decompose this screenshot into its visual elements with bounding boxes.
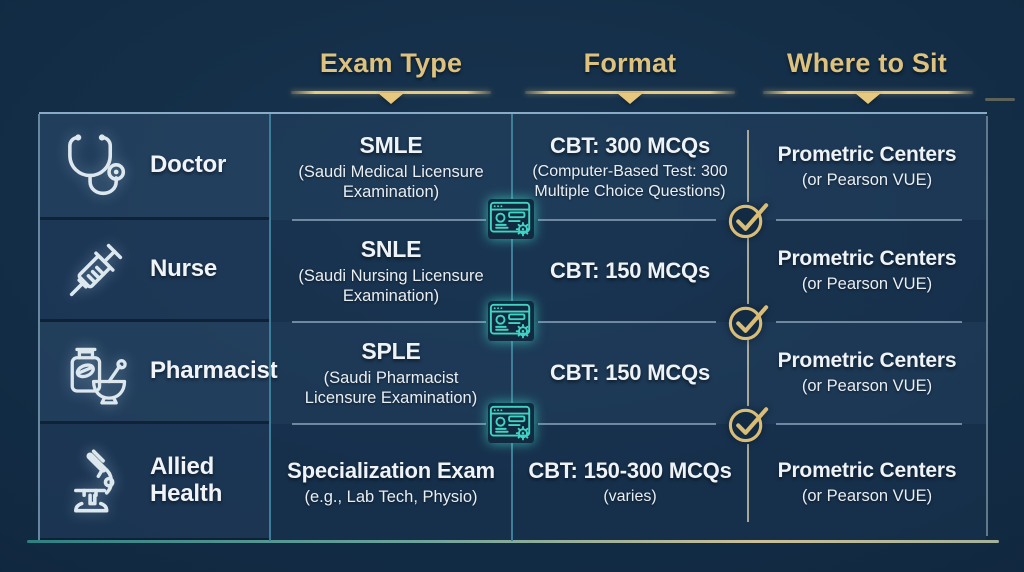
profession-label: Doctor: [150, 151, 227, 179]
location-main: Prometric Centers: [777, 247, 957, 271]
header-pointer-triangle: [378, 93, 404, 104]
exam-full-name: (e.g., Lab Tech, Physio): [304, 487, 478, 506]
exam-code: Specialization Exam: [287, 457, 495, 483]
location-main: Prometric Centers: [777, 458, 957, 482]
header-underline: [525, 91, 735, 104]
column-header-exam-type: Exam Type: [270, 48, 512, 112]
exam-full-name: (Saudi Pharmacist Licensure Examination): [304, 368, 478, 407]
exam-type-cell: SNLE (Saudi Nursing Licensure Examinatio…: [270, 220, 512, 322]
profession-label: Allied Health: [150, 453, 223, 507]
exam-type-cell: Specialization Exam (e.g., Lab Tech, Phy…: [270, 424, 512, 541]
checkmark-icon: [726, 298, 771, 343]
format-detail: (varies): [603, 488, 657, 506]
column-divider-segment: [747, 238, 749, 304]
location-alt: (or Pearson VUE): [801, 275, 933, 294]
profession-label: Pharmacist: [150, 357, 278, 385]
row-separator: [776, 321, 962, 323]
format-summary: CBT: 150-300 MCQs: [528, 458, 732, 484]
location-alt: (or Pearson VUE): [801, 486, 933, 505]
row-separator: [538, 423, 716, 425]
profession-cell: Doctor: [40, 114, 270, 220]
column-header-where-to-sit: Where to Sit: [748, 48, 986, 112]
header-underline-fade: [985, 98, 1015, 101]
column-divider-segment: [747, 340, 749, 406]
header-underline: [291, 91, 491, 104]
format-summary: CBT: 150 MCQs: [550, 258, 710, 283]
location-main: Prometric Centers: [777, 349, 957, 373]
header-pointer-triangle: [855, 93, 881, 104]
location-cell: Prometric Centers (or Pearson VUE): [748, 322, 986, 424]
table-right-border: [986, 116, 988, 536]
table-row-allied-health: Allied Health Specialization Exam (e.g.,…: [40, 424, 986, 541]
profession-label: Nurse: [150, 255, 218, 283]
exam-full-name: (Saudi Medical Licensure Examination): [298, 162, 484, 201]
row-separator: [538, 219, 716, 221]
header-label: Exam Type: [319, 48, 463, 78]
location-cell: Prometric Centers (or Pearson VUE): [748, 424, 986, 541]
stethoscope-icon: [58, 128, 134, 204]
format-detail: (Computer-Based Test: 300 Multiple Choic…: [532, 162, 728, 200]
checkmark-icon: [726, 400, 771, 445]
checkmark-icon: [726, 196, 771, 241]
row-separator: [538, 321, 716, 323]
format-cell: CBT: 150 MCQs: [512, 322, 748, 424]
table-row-doctor: Doctor SMLE (Saudi Medical Licensure Exa…: [40, 114, 986, 220]
syringe-icon: [58, 232, 134, 308]
profession-cell: Pharmacist: [40, 322, 278, 424]
format-cell: CBT: 150-300 MCQs (varies): [512, 424, 748, 541]
exam-type-cell: SPLE (Saudi Pharmacist Licensure Examina…: [270, 322, 512, 424]
exam-certificate-icon: [488, 198, 534, 240]
header-pointer-triangle: [617, 93, 643, 104]
table-bottom-border: [27, 540, 999, 543]
row-separator: [292, 321, 486, 323]
header-underline: [763, 91, 973, 104]
location-alt: (or Pearson VUE): [801, 171, 933, 190]
location-main: Prometric Centers: [777, 143, 957, 167]
header-label: Format: [583, 48, 677, 78]
exam-code: SMLE: [359, 131, 423, 158]
column-divider: [269, 114, 271, 541]
column-header-format: Format: [512, 48, 748, 112]
profession-cell: Nurse: [40, 220, 270, 322]
exam-certificate-icon: [488, 300, 534, 342]
row-separator: [776, 219, 962, 221]
format-cell: CBT: 300 MCQs (Computer-Based Test: 300 …: [512, 114, 748, 220]
row-separator: [776, 423, 962, 425]
location-cell: Prometric Centers (or Pearson VUE): [748, 114, 986, 220]
table-top-border: [39, 112, 987, 114]
exam-table: Doctor SMLE (Saudi Medical Licensure Exa…: [27, 112, 999, 543]
location-alt: (or Pearson VUE): [801, 377, 933, 396]
format-cell: CBT: 150 MCQs: [512, 220, 748, 322]
mortar-and-pestle-icon: [58, 334, 134, 410]
row-separator: [292, 219, 486, 221]
exam-full-name: (Saudi Nursing Licensure Examination): [298, 266, 484, 305]
exam-type-cell: SMLE (Saudi Medical Licensure Examinatio…: [270, 114, 512, 220]
exam-certificate-icon: [488, 402, 534, 444]
header-label: Where to Sit: [787, 48, 947, 78]
microscope-icon: [58, 443, 134, 519]
profession-cell: Allied Health: [40, 424, 270, 541]
column-divider-segment: [747, 444, 749, 522]
column-divider-segment: [747, 130, 749, 202]
exam-code: SPLE: [361, 337, 421, 364]
format-summary: CBT: 300 MCQs: [550, 132, 710, 158]
format-summary: CBT: 150 MCQs: [550, 360, 710, 385]
exam-code: SNLE: [360, 235, 422, 262]
table-left-border: [38, 114, 40, 541]
row-separator: [292, 423, 486, 425]
location-cell: Prometric Centers (or Pearson VUE): [748, 220, 986, 322]
